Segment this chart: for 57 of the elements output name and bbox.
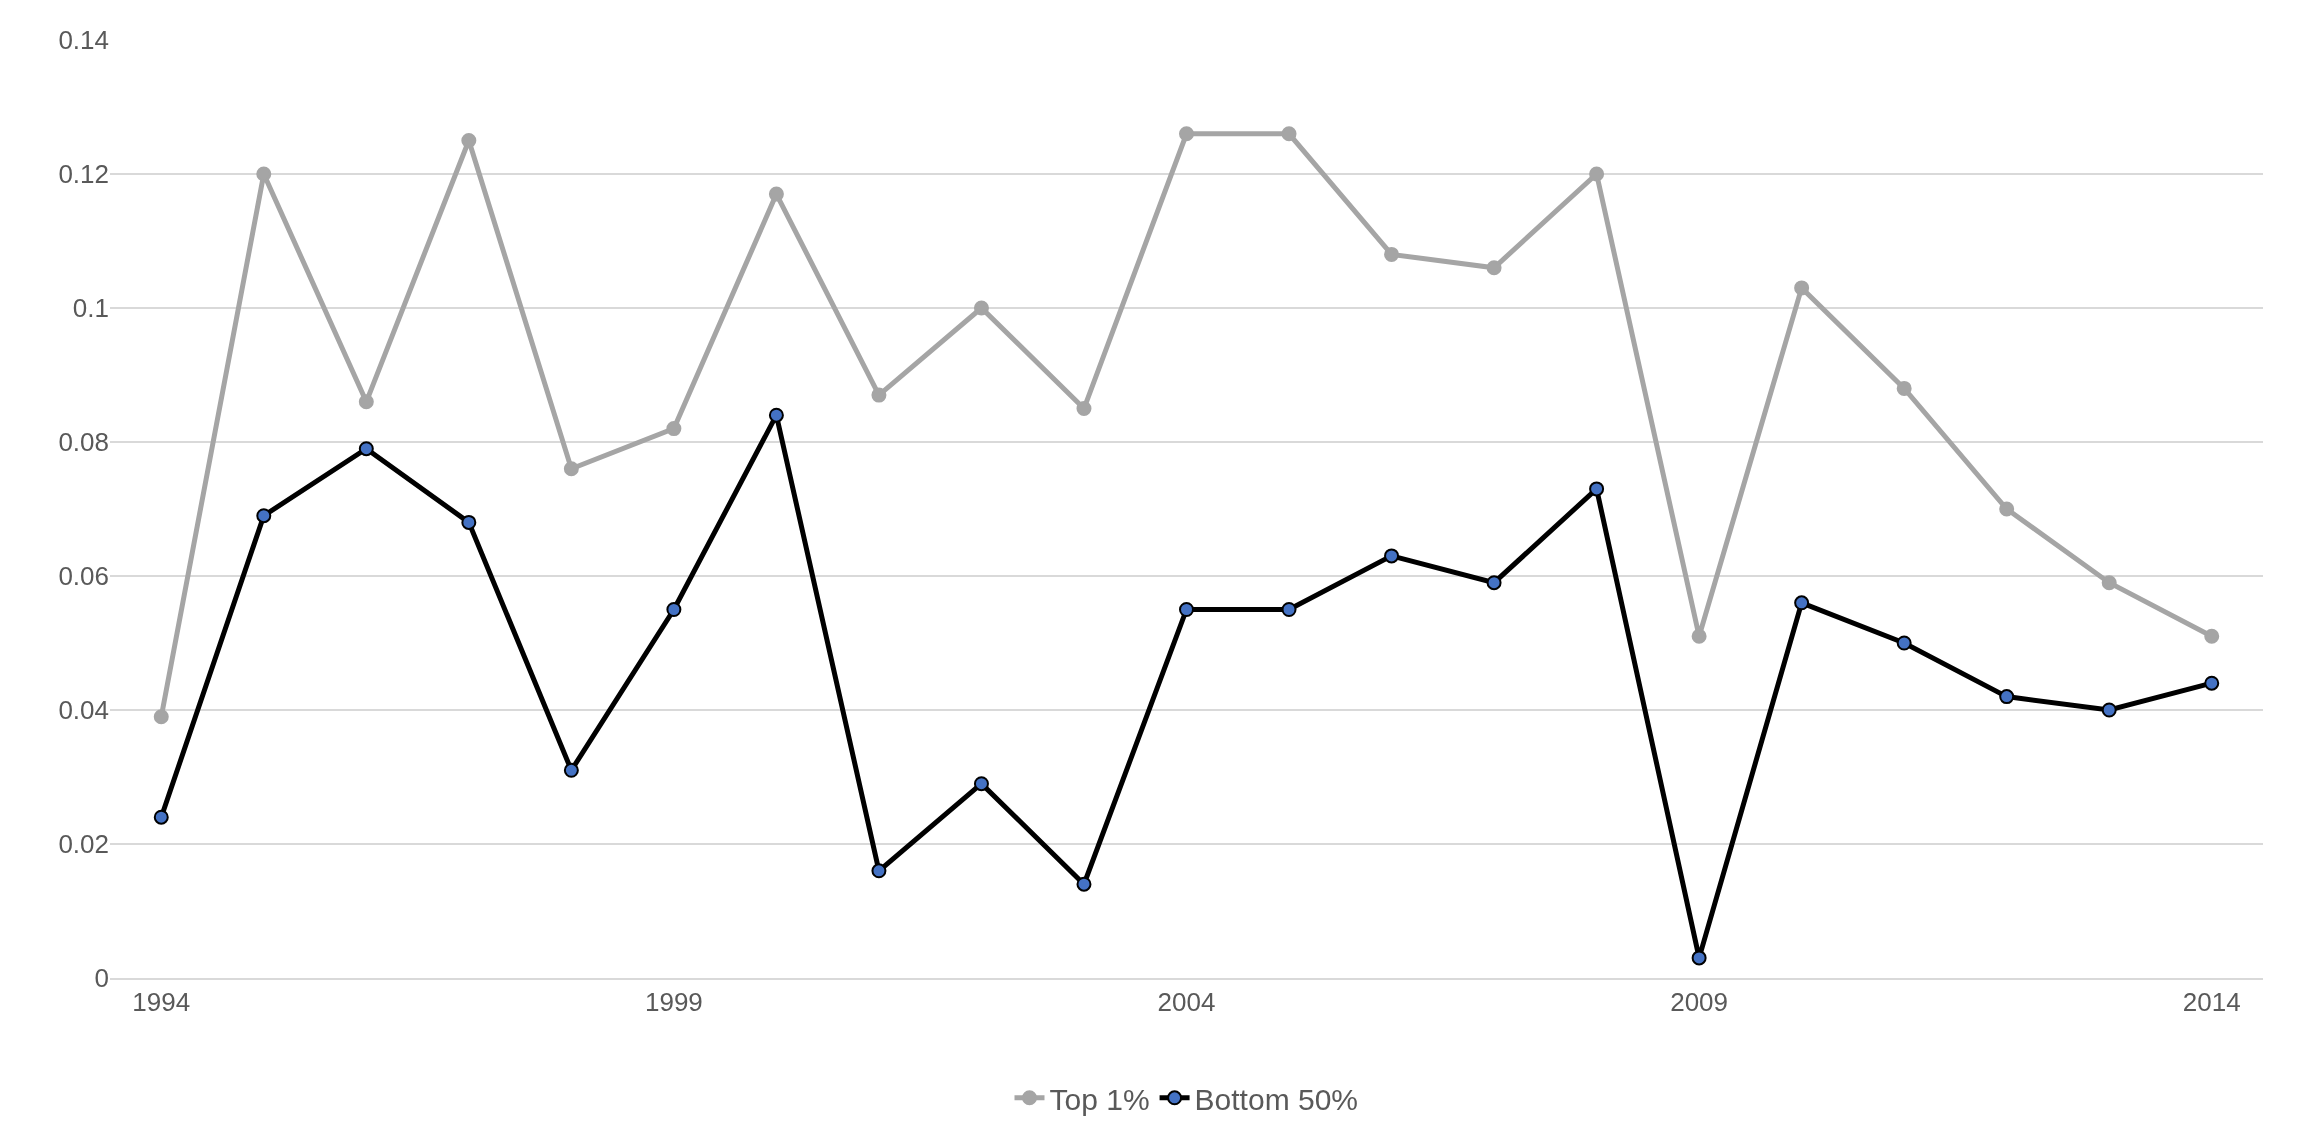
point [1179, 126, 1194, 142]
point [1896, 635, 1912, 651]
point [2204, 628, 2220, 644]
point [1896, 380, 1912, 396]
point [973, 776, 989, 792]
point [1076, 876, 1092, 892]
y-tick-label: 0.06 [58, 561, 109, 592]
point [666, 421, 682, 437]
y-tick-label: 0.14 [58, 25, 109, 56]
point [1384, 548, 1400, 564]
x-tick-label: 2004 [1157, 987, 1216, 1018]
x-tick-label: 2014 [2182, 987, 2241, 1018]
point [768, 407, 784, 423]
y-tick-label: 0 [94, 963, 109, 994]
y-tick-label: 0.08 [58, 427, 109, 458]
y-tick-label: 0.04 [58, 695, 109, 726]
point [563, 461, 579, 477]
legend-label: Bottom 50% [1194, 1082, 1358, 1116]
point [1486, 575, 1502, 591]
point [973, 300, 989, 316]
point [1281, 126, 1297, 142]
y-tick-label: 0.1 [72, 293, 109, 324]
point [563, 762, 579, 778]
point [1486, 260, 1502, 276]
point [153, 709, 169, 725]
point [461, 514, 477, 530]
x-tick-label: 2009 [1670, 987, 1729, 1018]
point [768, 186, 784, 202]
point [1794, 595, 1810, 611]
legend-label: Top 1% [1049, 1082, 1150, 1116]
point [358, 394, 374, 410]
point [1589, 166, 1605, 182]
point [2101, 702, 2117, 718]
point [461, 133, 477, 148]
point [2204, 675, 2220, 691]
y-tick-label: 0.02 [58, 829, 109, 860]
point [871, 387, 887, 403]
point [256, 508, 272, 524]
point [1999, 689, 2015, 705]
point [2101, 575, 2117, 591]
x-tick-label: 1999 [644, 987, 703, 1018]
point [358, 441, 374, 457]
point [256, 166, 272, 182]
point [871, 863, 887, 879]
point [1691, 628, 1707, 644]
point [153, 809, 169, 825]
y-tick-label: 0.12 [58, 159, 109, 190]
point [1384, 246, 1400, 262]
point [666, 602, 682, 617]
point [1076, 401, 1092, 416]
point [1999, 501, 2015, 517]
point [1179, 602, 1194, 617]
point [1794, 280, 1810, 296]
point [1281, 602, 1297, 617]
point [1691, 950, 1707, 966]
point [1589, 481, 1605, 497]
x-tick-label: 1994 [132, 987, 191, 1018]
